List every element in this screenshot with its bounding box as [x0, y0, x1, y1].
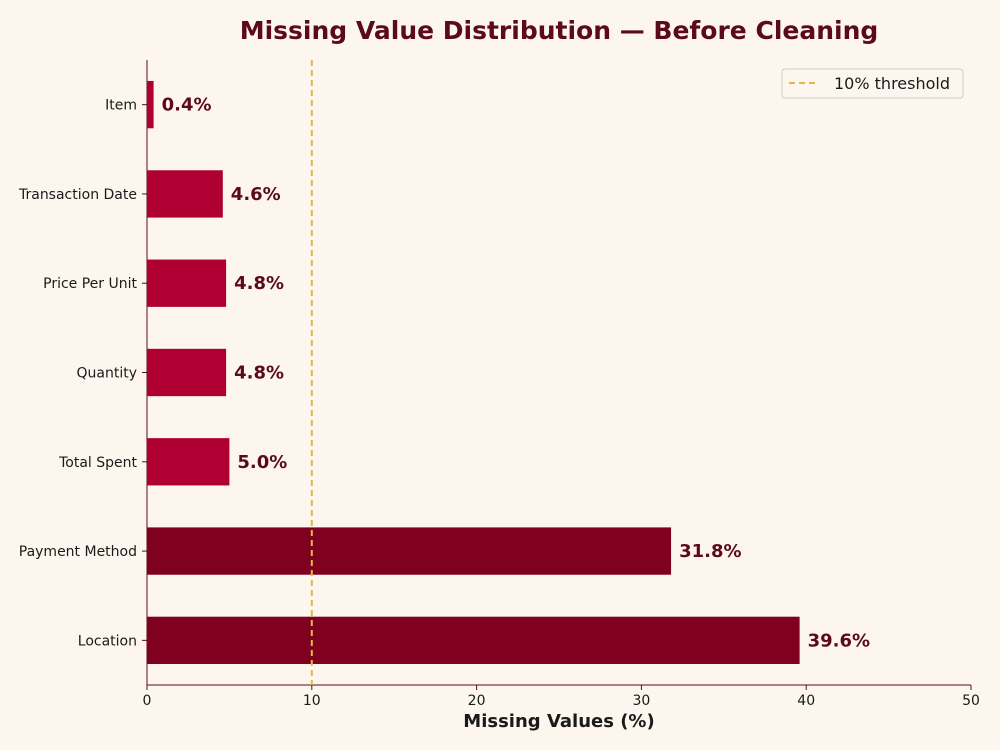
bar-value-label: 4.8% [234, 273, 284, 294]
chart-title: Missing Value Distribution — Before Clea… [240, 16, 879, 45]
x-tick-label: 40 [797, 693, 815, 709]
y-tick-label: Quantity [77, 366, 138, 382]
bar-value-label: 31.8% [679, 541, 741, 562]
y-tick-label: Price Per Unit [43, 276, 137, 292]
x-tick-label: 0 [143, 693, 152, 709]
bar [147, 348, 227, 397]
bar [147, 170, 223, 218]
x-tick-label: 30 [632, 693, 650, 709]
y-tick-label: Payment Method [19, 544, 137, 560]
bar [147, 438, 230, 486]
y-tick-label: Item [105, 98, 137, 114]
y-tick-label: Total Spent [58, 455, 137, 471]
x-tick-label: 10 [303, 693, 321, 709]
y-tick-label: Location [78, 633, 137, 649]
bar-value-label: 39.6% [808, 630, 870, 651]
legend: 10% threshold [781, 68, 964, 99]
bar [147, 259, 227, 307]
bar [147, 616, 800, 665]
bar [147, 80, 154, 129]
bar [147, 527, 672, 575]
bar-value-label: 0.4% [162, 95, 212, 116]
bar-value-label: 4.6% [231, 184, 281, 205]
legend-box [781, 68, 964, 99]
plot-area: 0 10 20 30 40 50 Item 0.4% Transaction Date 4.6% P… [18, 60, 980, 709]
x-axis-label: Missing Values (%) [463, 711, 654, 732]
bar-value-label: 4.8% [234, 363, 284, 384]
x-tick-label: 20 [468, 693, 486, 709]
bar-value-label: 5.0% [237, 452, 287, 473]
legend-threshold-label: 10% threshold [834, 74, 950, 93]
y-tick-label: Transaction Date [18, 187, 137, 203]
x-tick-label: 50 [962, 693, 980, 709]
